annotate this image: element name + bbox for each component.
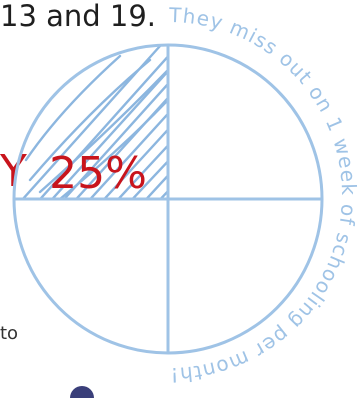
arc-caption-path: They miss out on 1 week of schooling per… [168,3,361,387]
arc-caption: They miss out on 1 week of schooling per… [168,3,361,387]
percent-label: 25% [49,148,147,199]
